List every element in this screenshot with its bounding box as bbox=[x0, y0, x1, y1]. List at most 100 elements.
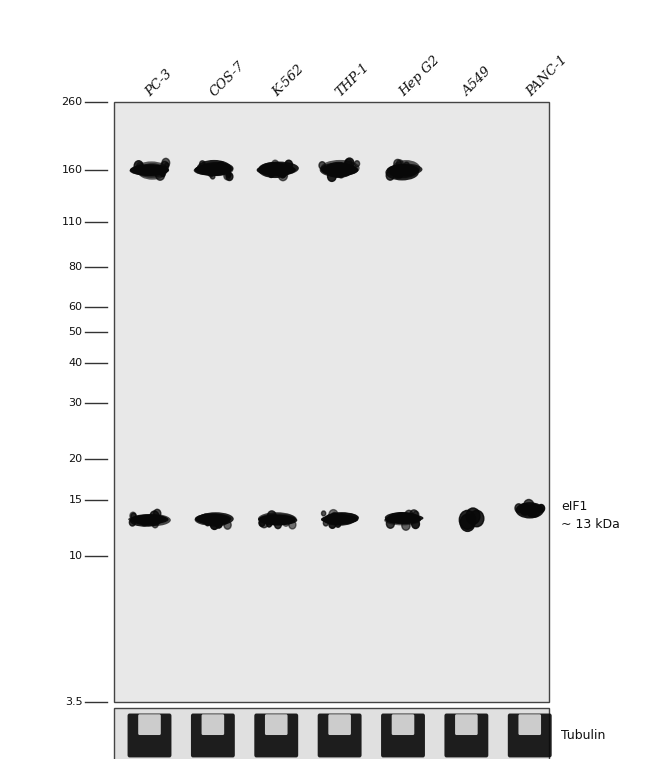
Circle shape bbox=[394, 159, 401, 168]
Ellipse shape bbox=[198, 512, 234, 525]
Circle shape bbox=[203, 514, 207, 518]
Circle shape bbox=[460, 510, 476, 529]
Text: 10: 10 bbox=[68, 551, 83, 561]
Circle shape bbox=[259, 519, 265, 527]
Ellipse shape bbox=[263, 515, 294, 524]
Circle shape bbox=[538, 505, 545, 512]
FancyBboxPatch shape bbox=[265, 714, 287, 735]
Circle shape bbox=[289, 521, 296, 529]
FancyBboxPatch shape bbox=[138, 714, 161, 735]
Circle shape bbox=[343, 164, 348, 169]
Circle shape bbox=[224, 172, 231, 180]
Circle shape bbox=[410, 510, 418, 520]
Circle shape bbox=[216, 521, 222, 528]
Circle shape bbox=[470, 510, 484, 527]
Ellipse shape bbox=[259, 162, 299, 175]
Circle shape bbox=[527, 506, 536, 517]
Circle shape bbox=[466, 508, 480, 524]
Text: 80: 80 bbox=[68, 262, 83, 272]
Circle shape bbox=[134, 161, 143, 171]
FancyBboxPatch shape bbox=[519, 714, 541, 735]
Text: PANC-1: PANC-1 bbox=[524, 53, 569, 99]
FancyBboxPatch shape bbox=[381, 713, 425, 757]
Circle shape bbox=[150, 511, 159, 521]
Text: THP-1: THP-1 bbox=[333, 60, 372, 99]
Text: K-562: K-562 bbox=[270, 62, 307, 99]
Circle shape bbox=[339, 514, 344, 519]
FancyBboxPatch shape bbox=[202, 714, 224, 735]
Ellipse shape bbox=[261, 165, 290, 178]
Circle shape bbox=[209, 171, 214, 177]
Bar bbox=[114, 102, 549, 702]
Ellipse shape bbox=[197, 160, 231, 176]
FancyBboxPatch shape bbox=[191, 713, 235, 757]
Ellipse shape bbox=[385, 515, 421, 524]
Ellipse shape bbox=[130, 164, 169, 176]
Ellipse shape bbox=[324, 514, 356, 526]
Circle shape bbox=[272, 160, 278, 168]
Circle shape bbox=[155, 170, 164, 180]
Ellipse shape bbox=[384, 515, 421, 525]
Ellipse shape bbox=[389, 165, 417, 178]
Ellipse shape bbox=[389, 514, 423, 522]
Text: 15: 15 bbox=[68, 495, 83, 505]
Circle shape bbox=[332, 512, 337, 519]
Circle shape bbox=[129, 519, 135, 526]
Circle shape bbox=[398, 513, 404, 519]
Circle shape bbox=[323, 520, 328, 526]
Circle shape bbox=[285, 160, 292, 169]
FancyBboxPatch shape bbox=[455, 714, 478, 735]
Ellipse shape bbox=[135, 162, 168, 178]
Text: 20: 20 bbox=[68, 455, 83, 465]
Circle shape bbox=[523, 509, 528, 515]
Text: Tubulin: Tubulin bbox=[561, 729, 605, 742]
Ellipse shape bbox=[387, 164, 419, 176]
Circle shape bbox=[329, 520, 336, 528]
Ellipse shape bbox=[388, 512, 417, 523]
Circle shape bbox=[460, 514, 475, 531]
Circle shape bbox=[386, 519, 395, 528]
Circle shape bbox=[404, 162, 409, 168]
Text: 160: 160 bbox=[62, 165, 83, 175]
Ellipse shape bbox=[133, 515, 166, 522]
Ellipse shape bbox=[389, 164, 422, 175]
Ellipse shape bbox=[324, 516, 354, 525]
Circle shape bbox=[394, 172, 399, 178]
Ellipse shape bbox=[324, 162, 353, 178]
Circle shape bbox=[344, 159, 352, 168]
Circle shape bbox=[527, 505, 537, 517]
Ellipse shape bbox=[128, 515, 164, 523]
Circle shape bbox=[153, 509, 161, 518]
Ellipse shape bbox=[320, 162, 355, 177]
Circle shape bbox=[161, 172, 165, 177]
Ellipse shape bbox=[257, 164, 296, 176]
Circle shape bbox=[396, 160, 403, 168]
Ellipse shape bbox=[195, 514, 231, 524]
Circle shape bbox=[259, 517, 268, 528]
Ellipse shape bbox=[324, 512, 359, 524]
Ellipse shape bbox=[260, 162, 299, 175]
Circle shape bbox=[345, 158, 354, 168]
Circle shape bbox=[322, 511, 326, 516]
Text: 3.5: 3.5 bbox=[65, 697, 83, 707]
FancyBboxPatch shape bbox=[445, 713, 488, 757]
Ellipse shape bbox=[264, 518, 295, 524]
Circle shape bbox=[136, 162, 143, 170]
Ellipse shape bbox=[135, 514, 171, 526]
Ellipse shape bbox=[134, 165, 165, 176]
Text: 50: 50 bbox=[68, 327, 83, 337]
Circle shape bbox=[216, 521, 222, 528]
Ellipse shape bbox=[203, 514, 229, 527]
Ellipse shape bbox=[385, 165, 419, 181]
Circle shape bbox=[224, 521, 231, 529]
Circle shape bbox=[162, 159, 170, 167]
Text: 110: 110 bbox=[62, 217, 83, 227]
Ellipse shape bbox=[203, 516, 230, 525]
Circle shape bbox=[405, 510, 413, 520]
Ellipse shape bbox=[129, 166, 166, 175]
Ellipse shape bbox=[194, 164, 231, 176]
FancyBboxPatch shape bbox=[328, 714, 351, 735]
FancyBboxPatch shape bbox=[254, 713, 298, 757]
Ellipse shape bbox=[194, 165, 224, 175]
Ellipse shape bbox=[196, 515, 230, 524]
